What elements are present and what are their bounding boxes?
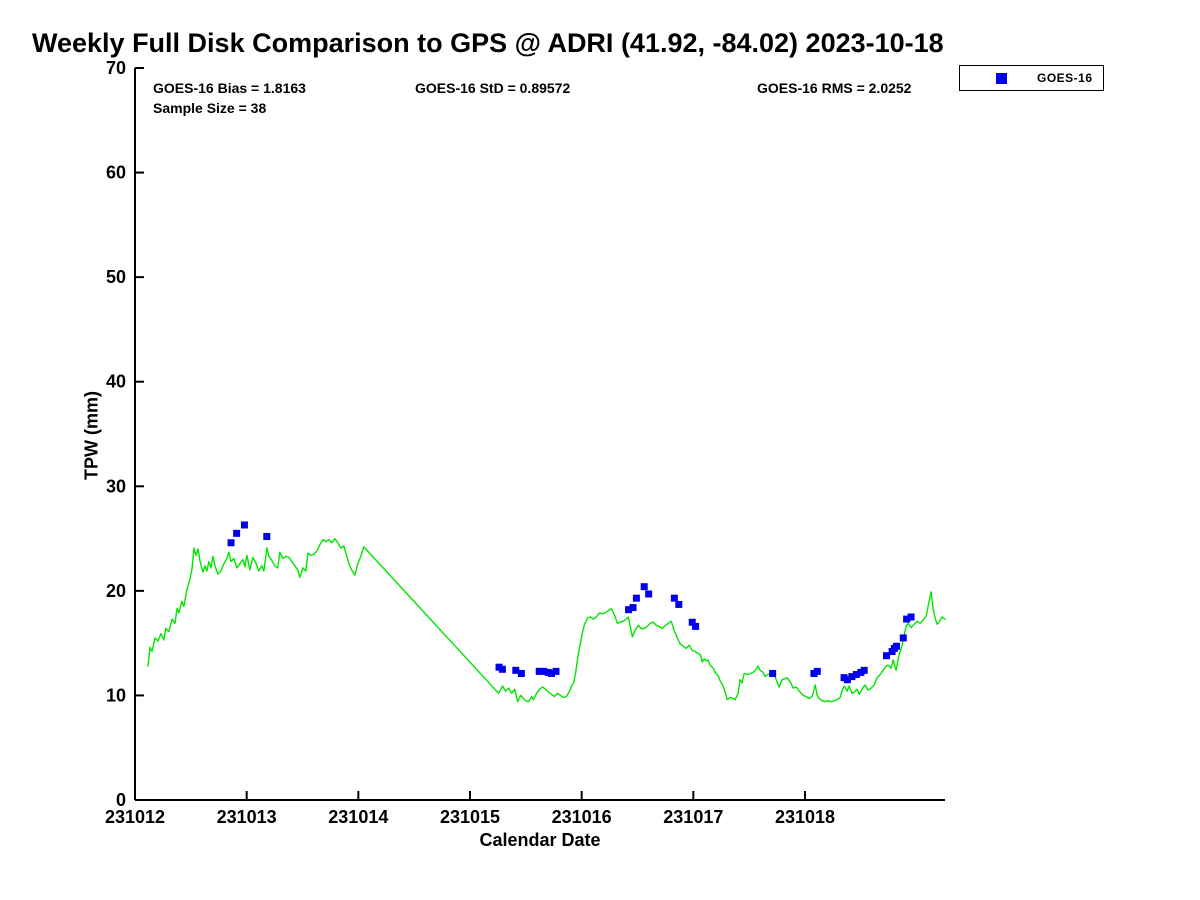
goes16-marker	[893, 642, 901, 650]
y-axis-label: TPW (mm)	[81, 391, 102, 480]
stat-std-text: GOES-16 StD = 0.89572	[415, 80, 571, 96]
legend-entry-label: GOES-16	[1037, 71, 1093, 85]
goes16-marker	[670, 594, 678, 602]
y-tick-label: 50	[106, 267, 126, 287]
goes16-marker	[552, 667, 560, 675]
x-tick-label: 231016	[552, 807, 612, 827]
goes16-marker	[629, 604, 637, 612]
chart-title: Weekly Full Disk Comparison to GPS @ ADR…	[32, 28, 944, 58]
y-tick-label: 20	[106, 581, 126, 601]
goes16-marker	[769, 669, 777, 677]
goes16-marker	[903, 615, 911, 623]
goes16-marker	[843, 676, 851, 684]
x-tick-label: 231018	[775, 807, 835, 827]
goes16-marker	[688, 618, 696, 626]
goes16-marker	[535, 667, 543, 675]
goes16-marker	[540, 667, 548, 675]
goes16-marker	[852, 671, 860, 679]
goes16-marker	[498, 665, 506, 673]
goes16-marker	[548, 669, 556, 677]
goes16-marker	[848, 673, 856, 681]
x-tick-label: 231017	[663, 807, 723, 827]
goes16-marker	[517, 669, 525, 677]
y-tick-label: 0	[116, 790, 126, 810]
goes16-marker	[692, 622, 700, 630]
legend-goes16-marker-icon	[996, 72, 1007, 84]
x-tick-label: 231014	[328, 807, 388, 827]
goes16-marker	[813, 667, 821, 675]
y-tick-label: 10	[106, 685, 126, 705]
goes16-marker	[632, 594, 640, 602]
y-tick-label: 70	[106, 58, 126, 78]
x-tick-label: 231012	[105, 807, 165, 827]
goes16-marker	[883, 652, 891, 660]
goes16-marker	[240, 521, 248, 529]
y-tick-label: 30	[106, 476, 126, 496]
goes16-marker	[640, 583, 648, 591]
goes16-marker	[907, 613, 915, 621]
x-axis-label: Calendar Date	[479, 830, 601, 850]
stat-sample-size-text: Sample Size = 38	[153, 100, 267, 116]
goes16-marker	[227, 539, 235, 547]
y-tick-label: 60	[106, 163, 126, 183]
legend-box: GOES-16	[959, 65, 1104, 91]
goes16-marker	[512, 666, 520, 674]
goes16-marker	[899, 634, 907, 642]
y-tick-label: 40	[106, 372, 126, 392]
x-tick-label: 231013	[217, 807, 277, 827]
stat-rms-text: GOES-16 RMS = 2.0252	[757, 80, 912, 96]
goes16-marker	[675, 600, 683, 608]
gps-line	[147, 537, 946, 703]
goes16-marker	[233, 529, 241, 537]
goes16-marker	[645, 590, 653, 598]
x-tick-label: 231015	[440, 807, 500, 827]
goes16-marker	[860, 666, 868, 674]
goes16-marker	[263, 532, 271, 540]
stat-bias-text: GOES-16 Bias = 1.8163	[153, 80, 306, 96]
goes16-marker	[625, 606, 633, 614]
